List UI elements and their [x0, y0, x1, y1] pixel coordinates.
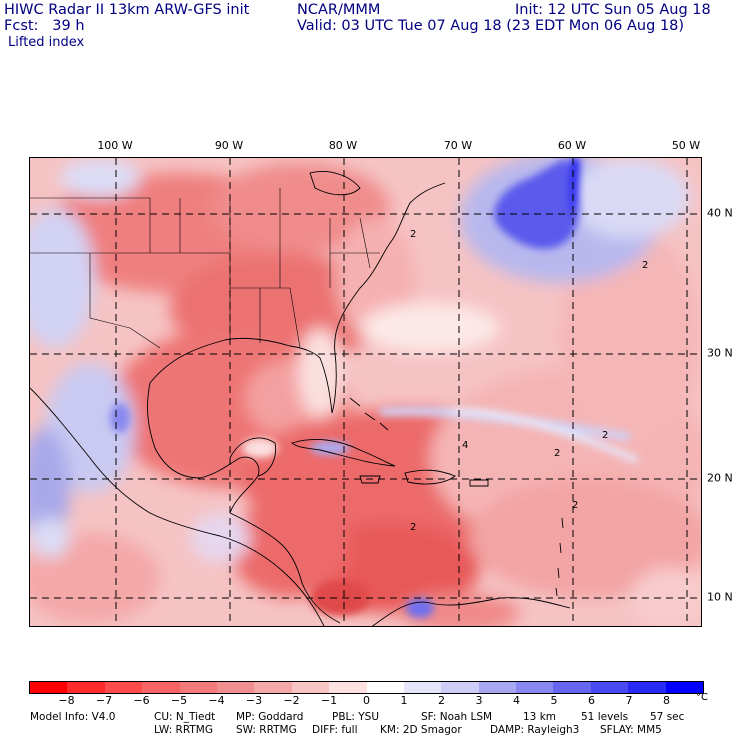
footer-resolution: 13 km	[523, 711, 557, 723]
contour-label: 2	[602, 430, 608, 441]
lon-label-100w: 100 W	[97, 139, 133, 152]
colorbar-cell	[665, 682, 704, 693]
footer-lw: LW: RRTMG	[154, 724, 213, 736]
colorbar-cell	[553, 682, 591, 693]
contour-label: 2	[410, 229, 416, 240]
contour-labels: 2 2 2 2 2 2 4	[410, 229, 648, 533]
colorbar-tick-label: −2	[283, 694, 300, 707]
colorbar-cell	[441, 682, 479, 693]
footer-pbl: PBL: YSU	[332, 711, 380, 723]
colorbar-tick-label: 2	[438, 694, 445, 707]
colorbar	[29, 681, 704, 694]
organization-label: NCAR/MMM	[297, 2, 381, 18]
colorbar-cell	[478, 682, 517, 693]
colorbar-tick-label: 6	[588, 694, 595, 707]
lon-label-80w: 80 W	[328, 139, 358, 152]
colorbar-tick-label: 4	[513, 694, 520, 707]
lat-label-30n: 30 N	[707, 346, 733, 360]
colorbar-tick-label: 5	[550, 694, 558, 707]
contour-label: 2	[642, 260, 648, 271]
footer-model-info: Model Info: V4.0	[30, 711, 116, 723]
colorbar-cell	[179, 682, 217, 693]
colorbar-tick-label: 0	[363, 694, 370, 707]
footer-damp: DAMP: Rayleigh3	[490, 724, 580, 736]
colorbar-cell	[329, 682, 367, 693]
lat-label-40n: 40 N	[707, 206, 733, 220]
contour-label: 2	[410, 522, 416, 533]
colorbar-tick-label: −3	[245, 694, 263, 707]
contour-label: 4	[462, 440, 468, 451]
graticule	[30, 158, 701, 626]
valid-time: Valid: 03 UTC Tue 07 Aug 18 (23 EDT Mon …	[297, 18, 685, 34]
colorbar-tick-label: −7	[95, 694, 113, 707]
colorbar-tick-label: 1	[400, 694, 408, 707]
coastlines	[30, 171, 571, 626]
lon-label-90w: 90 W	[214, 139, 244, 152]
colorbar-cell	[142, 682, 180, 693]
lon-label-60w: 60 W	[557, 139, 587, 152]
lon-label-70w: 70 W	[443, 139, 473, 152]
field-shading	[30, 158, 701, 626]
footer-levels: 51 levels	[581, 711, 629, 723]
colorbar-cell	[30, 682, 68, 693]
colorbar-unit: °C	[696, 692, 708, 703]
footer-sflay: SFLAY: MM5	[600, 724, 662, 736]
colorbar-cell	[590, 682, 629, 693]
contour-label: 2	[554, 448, 560, 459]
colorbar-cell	[291, 682, 330, 693]
colorbar-tick-label: −6	[133, 694, 150, 707]
contour-label: 2	[572, 500, 578, 511]
colorbar-cell	[366, 682, 404, 693]
model-title: HIWC Radar II 13km ARW-GFS init	[4, 2, 250, 18]
lon-label-50w: 50 W	[671, 139, 701, 152]
colorbar-tick-label: 8	[663, 694, 670, 707]
footer-cu: CU: N_Tiedt	[154, 711, 216, 723]
colorbar-tick-label: −1	[320, 694, 338, 707]
lat-label-10n: 10 N	[707, 590, 733, 604]
colorbar-cell	[216, 682, 255, 693]
colorbar-tick-label: −8	[58, 694, 75, 707]
colorbar-cell	[403, 682, 442, 693]
footer-mp: MP: Goddard	[236, 711, 304, 723]
colorbar-tick-label: 7	[625, 694, 633, 707]
lifted-index-map: 2 2 2 2 2 2 4	[29, 157, 702, 627]
sharp-features	[110, 158, 640, 618]
colorbar-tick-label: −5	[170, 694, 188, 707]
colorbar-cell	[254, 682, 292, 693]
footer-timestep: 57 sec	[650, 711, 685, 723]
footer-sf: SF: Noah LSM	[421, 711, 493, 723]
init-time: Init: 12 UTC Sun 05 Aug 18	[515, 2, 711, 18]
forecast-hour: Fcst: 39 h	[4, 18, 85, 34]
colorbar-cell	[104, 682, 143, 693]
colorbar-cell	[516, 682, 554, 693]
footer-sw: SW: RRTMG	[236, 724, 297, 736]
footer-diff: DIFF: full	[312, 724, 358, 736]
footer-km: KM: 2D Smagor	[380, 724, 462, 736]
colorbar-tick-label: 3	[475, 694, 483, 707]
colorbar-cell	[628, 682, 666, 693]
colorbar-cell	[67, 682, 105, 693]
colorbar-tick-label: −4	[208, 694, 225, 707]
map-canvas: 2 2 2 2 2 2 4	[30, 158, 701, 626]
lat-label-20n: 20 N	[707, 471, 733, 485]
field-name: Lifted index	[8, 35, 85, 50]
